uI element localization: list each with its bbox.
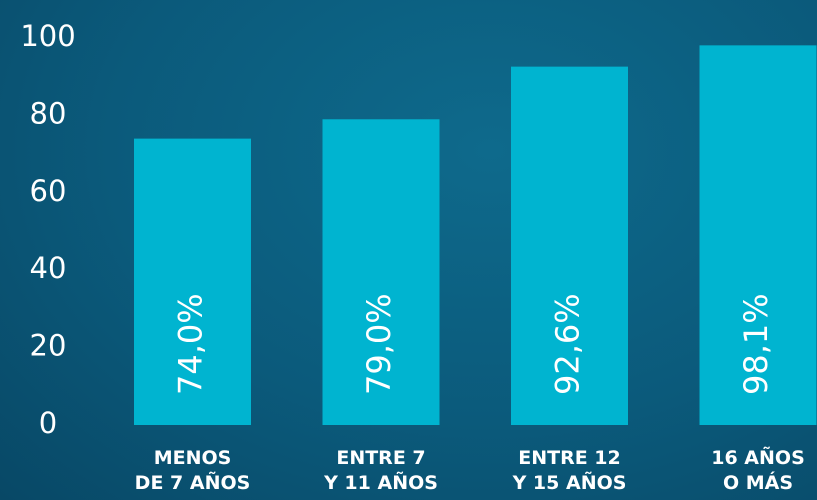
bar-value-label: 98,1% [737,293,775,395]
bar [511,66,628,425]
y-tick-label: 40 [30,251,67,285]
y-tick-label: 80 [30,96,67,130]
bar [322,119,440,426]
y-tick-label: 100 [20,19,75,53]
y-tick-label: 20 [30,329,67,363]
bar [134,138,251,425]
x-tick-label: ENTRE 12 Y 15 AÑOS [512,447,627,494]
y-tick-label: 0 [39,406,57,440]
bar-value-label: 74,0% [172,293,210,395]
bar-value-label: 92,6% [549,293,587,395]
x-tick-label: ENTRE 7 Y 11 AÑOS [324,447,438,494]
x-tick-label: 16 AÑOS O MÁS [711,447,805,494]
y-tick-label: 60 [30,174,67,208]
bar-value-label: 79,0% [360,293,398,395]
bar [699,45,817,426]
x-tick-label: MENOS DE 7 AÑOS [134,447,251,494]
